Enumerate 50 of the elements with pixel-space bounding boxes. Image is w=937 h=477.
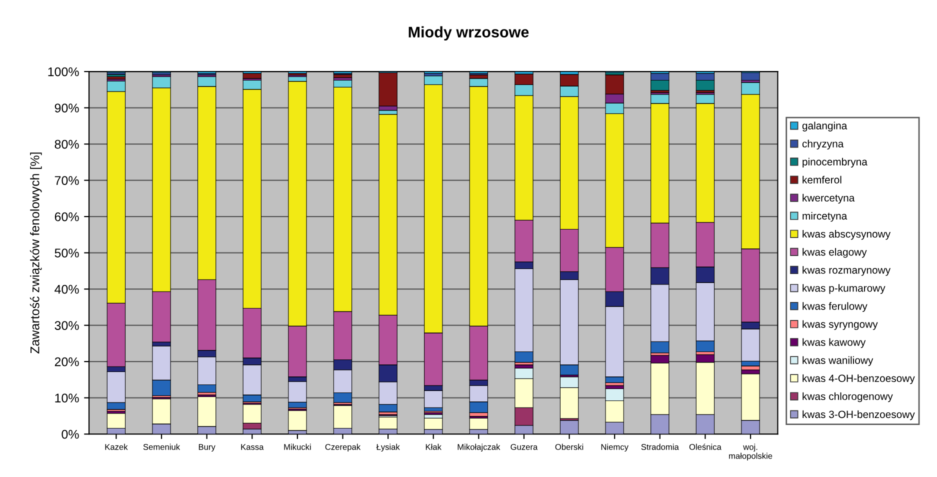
x-tick-label: woj. małopolskie bbox=[729, 444, 772, 461]
y-tick-label: 100% bbox=[48, 67, 79, 76]
legend-label: kwas kawowy bbox=[802, 338, 866, 348]
legend-label: kwas syryngowy bbox=[802, 320, 878, 330]
bar bbox=[288, 410, 307, 431]
bar bbox=[469, 418, 488, 430]
legend-label: kwas chlorogenowy bbox=[802, 392, 893, 402]
legend-label: kwas waniliowy bbox=[802, 356, 874, 366]
x-tick-label: Oberski bbox=[555, 444, 584, 450]
legend-label: mircetyna bbox=[802, 212, 848, 222]
x-tick-label: Kłak bbox=[426, 444, 442, 450]
x-tick-label: Kazek bbox=[105, 444, 128, 450]
legend-label: pinocembryna bbox=[802, 158, 868, 168]
bar bbox=[424, 418, 443, 430]
y-tick-label: 30% bbox=[54, 321, 79, 330]
legend-label: kemferol bbox=[802, 176, 842, 184]
y-tick-label: 60% bbox=[54, 212, 79, 222]
x-tick-label: Łysiak bbox=[376, 444, 400, 452]
x-tick-label: Niemcy bbox=[601, 444, 628, 452]
x-tick-label: Bury bbox=[198, 444, 216, 452]
y-tick-label: 20% bbox=[54, 357, 79, 366]
x-tick-label: Czerepak bbox=[325, 444, 361, 452]
legend-label: galangina bbox=[802, 122, 848, 132]
chart-title: Miody wrzosowe bbox=[408, 26, 529, 41]
y-axis-title: Zawartość związków fenolowych [%] bbox=[30, 152, 42, 354]
y-tick-label: 10% bbox=[55, 394, 79, 402]
bar bbox=[741, 366, 760, 370]
x-tick-label: Mikucki bbox=[284, 444, 311, 450]
y-tick-label: 50% bbox=[54, 248, 79, 258]
y-tick-label: 0% bbox=[62, 430, 79, 439]
legend-label: kwas p-kumarowy bbox=[802, 284, 886, 294]
legend-label: chryzyna bbox=[802, 140, 844, 150]
y-tick-label: 40% bbox=[54, 284, 79, 294]
y-tick-label: 80% bbox=[54, 140, 79, 149]
legend-label: kwas elagowy bbox=[802, 248, 867, 258]
legend-label: kwas ferulowy bbox=[802, 302, 868, 312]
x-tick-label: Guzera bbox=[510, 444, 538, 450]
legend-label: kwercetyna bbox=[802, 194, 855, 204]
x-tick-label: Kassa bbox=[241, 444, 264, 450]
x-tick-label: Oleśnica bbox=[689, 444, 722, 450]
legend-label: kwas 4-OH-benzoesowy bbox=[802, 374, 915, 384]
x-tick-label: Stradomia bbox=[641, 444, 679, 450]
y-tick-label: 70% bbox=[54, 176, 79, 185]
bar bbox=[424, 390, 443, 408]
x-tick-label: Mikołajczak bbox=[458, 444, 500, 452]
x-tick-label: Semeniuk bbox=[143, 444, 180, 450]
y-tick-label: 90% bbox=[54, 104, 79, 112]
legend-label: kwas rozmarynowy bbox=[802, 266, 891, 276]
legend-label: kwas abscysynowy bbox=[802, 230, 891, 240]
legend-label: kwas 3-OH-benzoesowy bbox=[802, 410, 915, 420]
